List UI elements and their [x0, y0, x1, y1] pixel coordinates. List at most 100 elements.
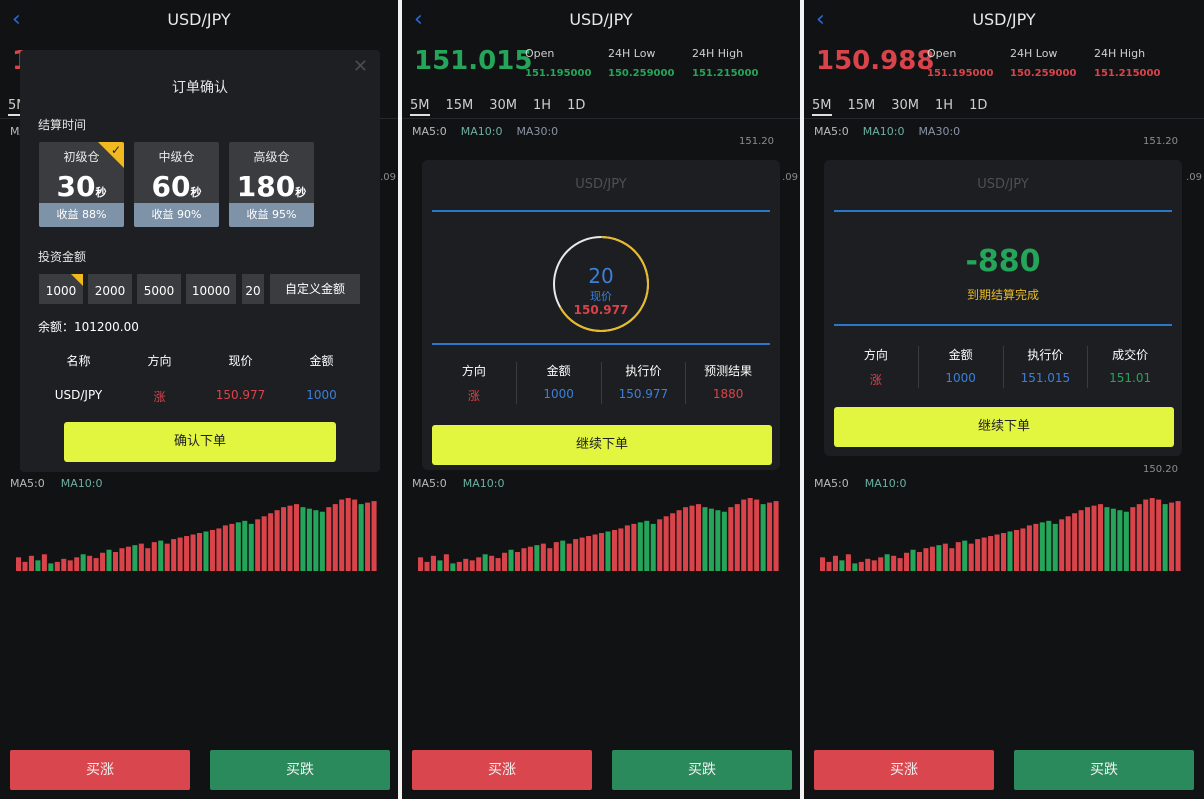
info-value: 1000 [945, 371, 976, 385]
volume-bar [852, 563, 858, 571]
tab-1h[interactable]: 1H [935, 98, 954, 113]
volume-bar [624, 525, 630, 571]
volume-bar [942, 543, 948, 571]
vol-ma5-label: MA5:0 [10, 477, 45, 490]
tier-option-1[interactable]: 初级仓 30秒 收益 88% ✓ [39, 142, 124, 227]
tier-profit: 收益 90% [134, 203, 219, 227]
tab-15m[interactable]: 15M [445, 98, 474, 113]
amount-option-1000[interactable]: 1000 [39, 274, 83, 304]
tab-15m[interactable]: 15M [847, 98, 876, 113]
volume-bar [949, 548, 955, 571]
tier-time: 60秒 [134, 170, 219, 203]
volume-bar [184, 536, 190, 571]
ma5-label: MA5:0 [412, 125, 447, 138]
volume-bar [67, 560, 73, 571]
volume-bar [1162, 504, 1168, 571]
volume-bar [637, 522, 643, 571]
volume-bar [371, 501, 377, 571]
buy-up-button[interactable]: 买涨 [10, 750, 190, 790]
volume-bar [1059, 519, 1065, 571]
volume-bar [683, 507, 689, 571]
volume-bar [41, 554, 47, 571]
volume-bar [437, 560, 443, 571]
volume-bar [418, 557, 424, 571]
volume-bar [644, 520, 650, 571]
tier-option-2[interactable]: 中级仓 60秒 收益 90% [134, 142, 219, 227]
buy-down-button[interactable]: 买跌 [612, 750, 792, 790]
info-label: 成交价 [1112, 348, 1149, 362]
volume-bar [968, 543, 974, 571]
tier-unit: 秒 [95, 186, 107, 199]
volume-bar [871, 560, 877, 571]
info-amount: 金额 1000 [919, 346, 1004, 388]
buy-down-button[interactable]: 买跌 [210, 750, 390, 790]
close-icon[interactable]: ✕ [352, 56, 368, 77]
tier-profit: 收益 88% [39, 203, 124, 227]
buy-down-button[interactable]: 买跌 [1014, 750, 1194, 790]
continue-order-button[interactable]: 继续下单 [834, 407, 1174, 447]
back-arrow-icon[interactable]: ‹ [414, 7, 423, 32]
info-direction: 方向涨 [834, 346, 919, 388]
volume-bar [1033, 523, 1039, 571]
header: ‹ USD/JPY [804, 0, 1204, 40]
confirm-order-button[interactable]: 确认下单 [64, 422, 336, 462]
amount-option-2000[interactable]: 2000 [88, 274, 132, 304]
tab-5m[interactable]: 5M [410, 98, 430, 116]
tab-1d[interactable]: 1D [567, 98, 586, 113]
volume-bar [469, 560, 475, 571]
tier-option-3[interactable]: 高级仓 180秒 收益 95% [229, 142, 314, 227]
volume-bar [579, 537, 585, 571]
tab-30m[interactable]: 30M [891, 98, 920, 113]
custom-amount-button[interactable]: 自定义金额 [270, 274, 360, 304]
buy-up-button[interactable]: 买涨 [814, 750, 994, 790]
open-value: 151.195000 [927, 68, 994, 79]
ma10-label: MA10:0 [862, 125, 905, 138]
volume-bar [586, 536, 592, 571]
volume-bar [741, 499, 747, 571]
col-price: 现价 [228, 354, 253, 368]
volume-bar [1026, 525, 1032, 571]
price-axis-bottom: 150.20 [1143, 464, 1178, 475]
volume-bar [904, 552, 910, 571]
volume-bar [1085, 507, 1091, 571]
row-amount: 1000 [306, 388, 337, 402]
volume-bar [508, 549, 514, 571]
tab-5m[interactable]: 5M [812, 98, 832, 116]
volume-bar [1078, 510, 1084, 571]
volume-bar [242, 520, 248, 571]
card-title: USD/JPY [977, 177, 1029, 192]
volume-bar [443, 554, 449, 571]
tab-1h[interactable]: 1H [533, 98, 552, 113]
amount-option-10000[interactable]: 10000 [186, 274, 236, 304]
volume-bar [450, 563, 456, 571]
tier-time: 30秒 [39, 170, 124, 203]
volume-bar [566, 543, 572, 571]
low-stat: 24H Low 150.259000 [1010, 47, 1076, 79]
volume-bar [695, 504, 701, 571]
volume-bar [534, 545, 540, 571]
buy-up-button[interactable]: 买涨 [412, 750, 592, 790]
volume-bar [209, 529, 215, 571]
order-info-row: 方向涨 金额 1000 执行价 151.015 成交价 151.01 [834, 346, 1172, 388]
volume-bar [177, 537, 183, 571]
volume-bar [521, 548, 527, 571]
back-arrow-icon[interactable]: ‹ [816, 7, 825, 32]
back-arrow-icon[interactable]: ‹ [12, 7, 21, 32]
col-name: 名称 [66, 354, 91, 368]
amount-option-20[interactable]: 20 [242, 274, 264, 304]
tab-30m[interactable]: 30M [489, 98, 518, 113]
volume-bar [1143, 499, 1149, 571]
volume-bar [540, 543, 546, 571]
info-value: 151.01 [1109, 371, 1152, 385]
volume-bar [618, 528, 624, 571]
volume-bar [274, 510, 280, 571]
volume-bar [962, 540, 968, 571]
volume-bar [61, 558, 67, 571]
timeframe-tabs: 5M 15M 30M 1H 1D [410, 98, 585, 116]
continue-order-button[interactable]: 继续下单 [432, 425, 772, 465]
amount-option-5000[interactable]: 5000 [137, 274, 181, 304]
low-value: 150.259000 [1010, 68, 1077, 79]
info-amount: 金额 1000 [517, 362, 602, 404]
tab-1d[interactable]: 1D [969, 98, 988, 113]
open-value: 151.195000 [525, 68, 592, 79]
